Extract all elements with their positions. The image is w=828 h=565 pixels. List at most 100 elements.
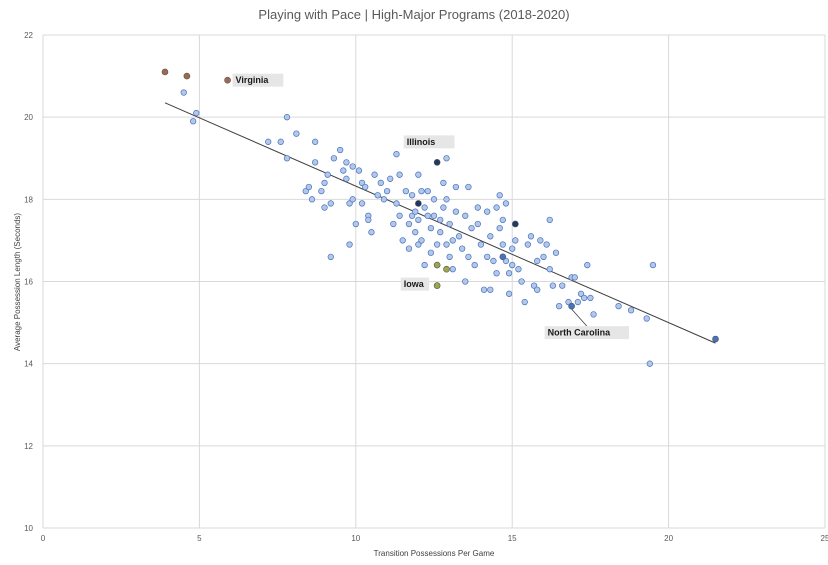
- highlighted-point: [443, 265, 450, 273]
- data-point: [421, 204, 428, 211]
- data-point: [311, 159, 319, 166]
- highlighted-point: [433, 282, 441, 289]
- data-point: [352, 220, 359, 228]
- data-point: [430, 212, 438, 219]
- data-point: [496, 192, 503, 199]
- data-point: [559, 282, 566, 289]
- data-point: [443, 196, 450, 203]
- data-point: [543, 241, 550, 248]
- data-point: [396, 171, 403, 178]
- data-point: [549, 282, 557, 289]
- data-point: [505, 270, 513, 277]
- data-point: [499, 241, 506, 248]
- data-point: [443, 241, 450, 248]
- data-point: [433, 241, 441, 248]
- highlighted-point: [224, 76, 231, 84]
- data-point: [484, 208, 491, 215]
- data-point: [393, 150, 400, 158]
- data-point: [490, 257, 497, 265]
- annotation-box: [400, 277, 430, 291]
- data-point: [412, 208, 419, 215]
- data-point: [446, 220, 453, 228]
- data-point: [430, 196, 438, 203]
- data-point: [574, 298, 582, 306]
- data-point: [459, 245, 466, 252]
- data-point: [449, 237, 456, 244]
- data-point: [590, 311, 597, 318]
- highlighted-point: [433, 261, 441, 269]
- data-point: [358, 179, 366, 187]
- data-point: [546, 216, 553, 224]
- annotation-virginia: Virginia: [232, 73, 284, 87]
- chart-title: Playing with Pace | High-Major Programs …: [258, 7, 569, 22]
- data-point: [421, 261, 428, 269]
- data-point: [534, 286, 541, 293]
- data-point: [649, 261, 657, 269]
- data-point: [443, 155, 450, 162]
- y-tick-label: 12: [24, 442, 33, 451]
- data-point: [355, 167, 363, 174]
- y-tick-label: 10: [24, 524, 33, 533]
- data-points: [180, 89, 657, 367]
- data-point: [424, 187, 431, 195]
- data-point: [493, 204, 500, 211]
- data-point: [321, 179, 328, 187]
- tick-labels: 10 12 14 16 18 20 22 0 5 10 15 20 25: [24, 31, 828, 543]
- data-point: [346, 241, 353, 248]
- annotation-box: [544, 326, 630, 340]
- data-point: [308, 196, 316, 203]
- data-point: [408, 192, 416, 199]
- data-point: [646, 360, 653, 367]
- data-point: [277, 138, 284, 145]
- data-point: [283, 114, 291, 121]
- annotation-north-carolina: North Carolina: [544, 308, 630, 340]
- annotation-label: Iowa: [404, 279, 425, 289]
- data-point: [418, 187, 425, 195]
- data-point: [383, 187, 391, 195]
- annotation-box: [232, 73, 284, 87]
- data-point: [362, 183, 369, 191]
- data-point: [627, 307, 635, 314]
- x-tick-label: 25: [821, 534, 828, 543]
- data-point: [387, 175, 394, 182]
- data-point: [471, 261, 478, 269]
- data-point: [365, 216, 372, 224]
- data-point: [505, 290, 513, 297]
- annotation-iowa: Iowa: [400, 277, 430, 291]
- highlighted-point: [568, 302, 575, 310]
- data-point: [584, 261, 591, 269]
- data-point: [587, 294, 594, 302]
- data-point: [537, 237, 544, 244]
- data-point: [577, 290, 585, 297]
- y-tick-label: 16: [24, 278, 33, 287]
- annotation-box: [403, 135, 455, 149]
- highlighted-point: [433, 159, 441, 166]
- data-point: [399, 237, 406, 244]
- data-point: [518, 278, 525, 285]
- data-point: [440, 179, 447, 187]
- data-point: [349, 163, 356, 170]
- data-point: [487, 286, 494, 293]
- annotation-label: North Carolina: [548, 328, 611, 338]
- x-tick-label: 15: [508, 534, 517, 543]
- x-tick-label: 0: [41, 534, 46, 543]
- data-point: [327, 200, 334, 207]
- highlighted-points: [161, 68, 719, 343]
- data-point: [340, 167, 347, 174]
- x-tick-label: 20: [664, 534, 673, 543]
- data-point: [283, 155, 291, 162]
- data-point: [462, 278, 469, 285]
- y-tick-label: 18: [24, 195, 33, 204]
- data-point: [327, 253, 334, 261]
- data-point: [412, 229, 419, 236]
- data-point: [193, 109, 200, 117]
- highlighted-point: [183, 72, 191, 80]
- data-point: [546, 266, 553, 273]
- data-point: [343, 159, 350, 166]
- data-point: [493, 270, 500, 277]
- data-point: [374, 192, 381, 199]
- data-point: [415, 171, 422, 178]
- data-point: [502, 200, 510, 207]
- data-point: [552, 249, 560, 256]
